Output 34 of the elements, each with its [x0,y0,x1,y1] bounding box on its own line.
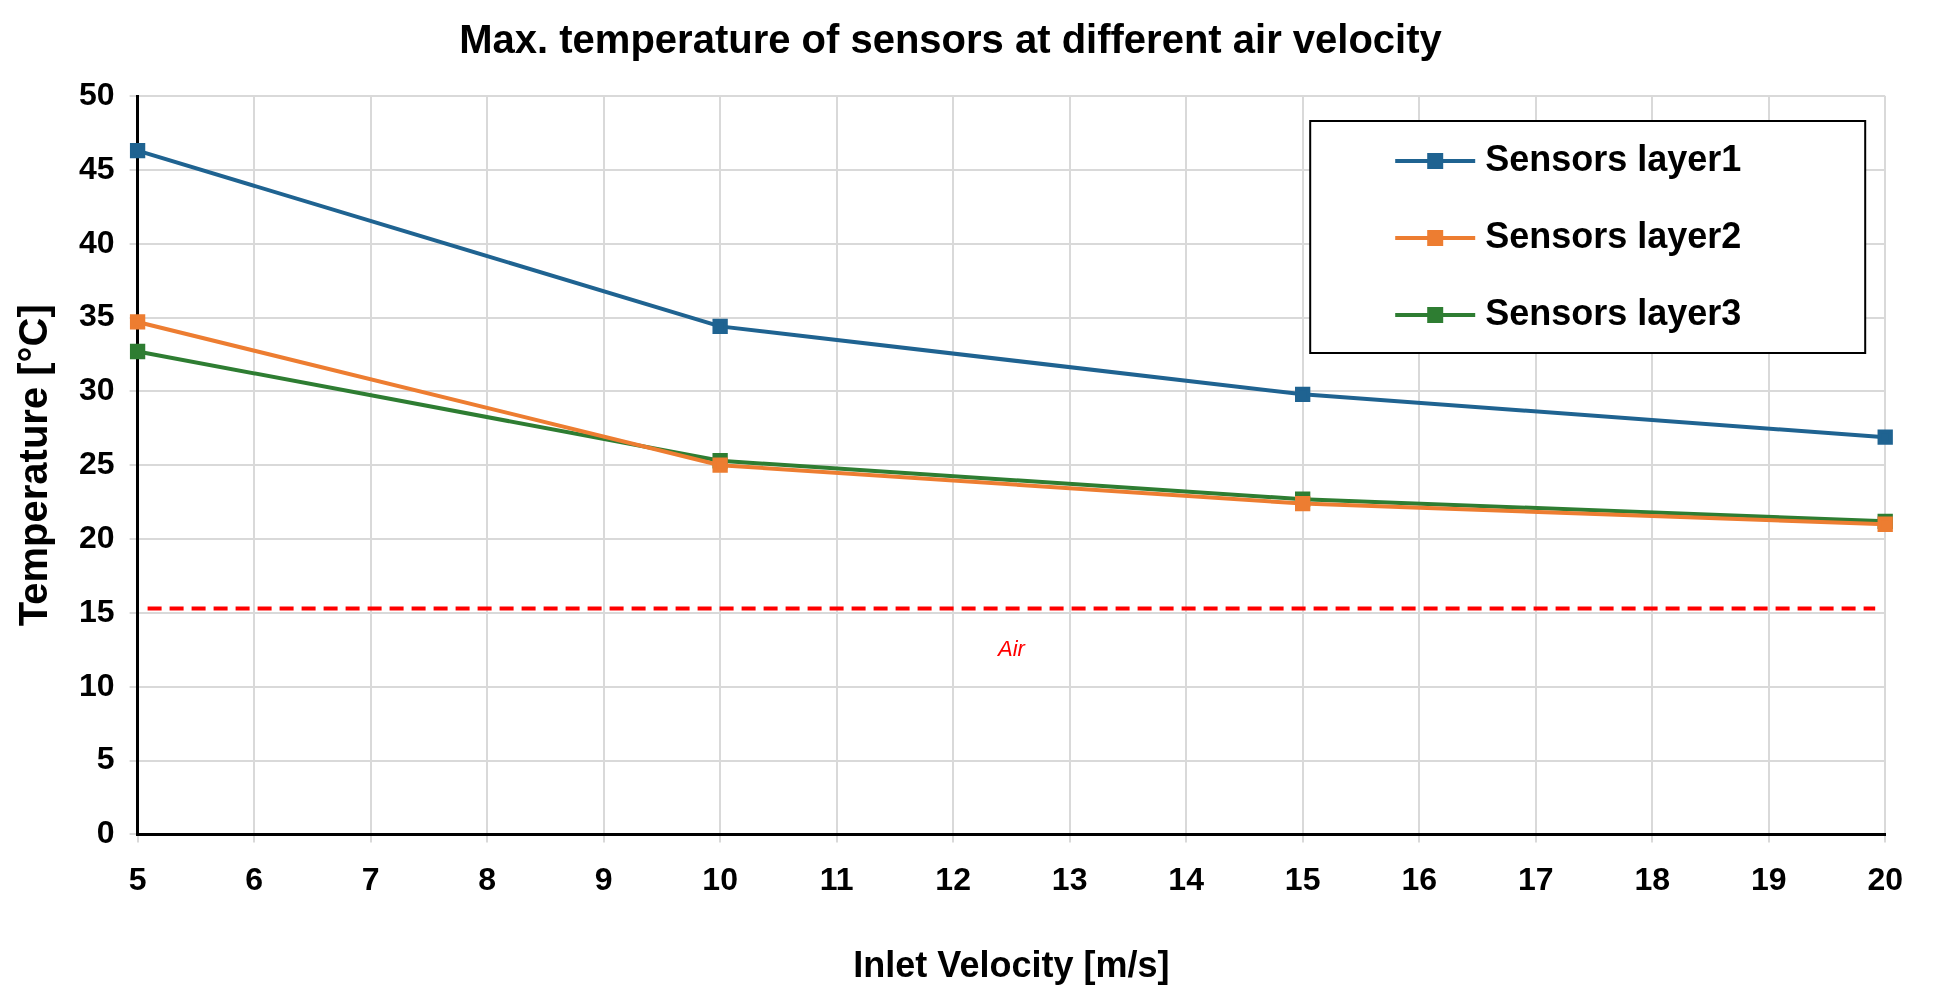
x-tick-label: 5 [128,861,147,898]
y-tick-label: 5 [96,740,115,777]
x-tick-label: 19 [1750,861,1787,898]
x-tick-label: 16 [1401,861,1437,898]
x-tick-label: 14 [1168,861,1205,898]
y-axis-title: Temperature [°C] [11,304,56,627]
x-tick-label: 10 [702,861,738,898]
x-tick-label: 20 [1867,861,1903,898]
chart-title: Max. temperature of sensors at different air velocity [459,17,1443,62]
legend-label: Sensors layer3 [1485,291,1742,333]
y-tick-label: 0 [96,814,115,851]
x-tick-label: 7 [361,861,380,898]
y-tick-label: 30 [79,371,115,408]
ref-line-label: Air [995,635,1027,661]
x-tick-label: 6 [245,861,263,898]
y-tick-label: 20 [79,518,115,555]
x-tick-label: 11 [819,861,854,898]
x-tick-label: 18 [1634,861,1670,898]
x-tick-label: 8 [478,861,497,898]
legend-label: Sensors layer2 [1485,214,1742,256]
x-tick-label: 13 [1051,861,1088,898]
y-tick-label: 25 [79,445,115,482]
y-tick-label: 35 [79,297,115,334]
legend-label: Sensors layer1 [1485,137,1742,179]
x-tick-label: 9 [594,861,613,898]
y-tick-label: 40 [79,223,115,260]
x-axis-title: Inlet Velocity [m/s] [853,944,1170,986]
x-tick-label: 15 [1284,861,1321,898]
y-tick-label: 10 [79,666,115,703]
y-tick-label: 45 [79,149,115,186]
y-tick-label: 50 [79,75,115,112]
x-tick-label: 12 [935,861,971,898]
x-tick-label: 17 [1517,861,1554,898]
y-tick-label: 15 [79,592,115,629]
